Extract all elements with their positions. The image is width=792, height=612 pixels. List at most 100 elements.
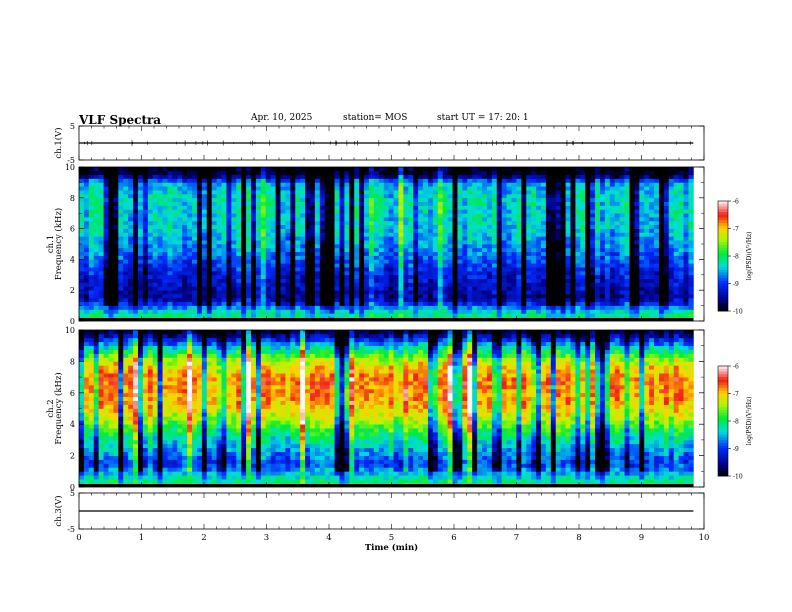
heatmap-cell: [624, 305, 630, 310]
heatmap-cell: [373, 240, 380, 245]
heatmap-cell: [629, 190, 635, 195]
heatmap-cell: [477, 301, 483, 306]
heatmap-cell: [442, 282, 448, 287]
heatmap-cell: [654, 186, 660, 191]
heatmap-cell: [349, 201, 355, 206]
heatmap-cell: [526, 182, 532, 187]
heatmap-cell: [388, 213, 394, 218]
heatmap-cell: [167, 278, 173, 283]
heatmap-cell: [550, 297, 557, 303]
heatmap-cell: [231, 228, 237, 233]
heatmap-cell: [580, 267, 586, 272]
heatmap-cell: [152, 244, 158, 249]
heatmap-cell: [408, 178, 414, 183]
heatmap-cell: [196, 290, 203, 295]
heatmap-cell: [290, 247, 296, 253]
heatmap-cell: [290, 186, 296, 191]
heatmap-cell: [206, 186, 213, 191]
heatmap-cell: [162, 274, 168, 279]
heatmap-cell: [172, 301, 178, 306]
heatmap-cell: [108, 244, 114, 249]
heatmap-cell: [162, 220, 168, 226]
heatmap-cell: [344, 309, 350, 314]
heatmap-cell: [393, 220, 399, 226]
heatmap-cell: [310, 282, 316, 287]
heatmap-cell: [511, 190, 517, 195]
heatmap-cell: [599, 170, 606, 176]
heatmap-cell: [604, 205, 611, 210]
heatmap-cell: [619, 267, 625, 272]
heatmap-cell: [639, 201, 645, 206]
heatmap-cell: [137, 236, 144, 241]
heatmap-cell: [177, 170, 183, 176]
heatmap-cell: [663, 197, 670, 202]
heatmap-cell: [275, 274, 281, 279]
heatmap-cell: [536, 240, 542, 245]
heatmap-cell: [624, 213, 630, 218]
heatmap-cell: [447, 309, 453, 314]
heatmap-cell: [128, 174, 134, 179]
heatmap-cell: [482, 251, 488, 256]
heatmap-cell: [368, 170, 375, 176]
heatmap-cell: [285, 282, 291, 287]
heatmap-cell: [128, 270, 134, 276]
heatmap-cell: [378, 255, 385, 260]
heatmap-cell: [570, 213, 576, 218]
heatmap-cell: [624, 244, 630, 249]
heatmap-cell: [467, 267, 473, 272]
heatmap-cell: [516, 232, 522, 237]
heatmap-cell: [275, 286, 281, 291]
heatmap-cell: [359, 228, 365, 233]
heatmap-cell: [452, 313, 458, 318]
heatmap-cell: [324, 205, 331, 210]
heatmap-cell: [314, 217, 321, 222]
heatmap-cell: [432, 297, 439, 303]
heatmap-cell: [531, 274, 537, 279]
heatmap-cell: [526, 224, 532, 229]
heatmap-cell: [172, 174, 178, 179]
heatmap-cell: [496, 244, 503, 249]
heatmap-cell: [192, 263, 198, 268]
heatmap-cell: [241, 236, 247, 241]
heatmap-cell: [457, 213, 463, 218]
heatmap-cell: [137, 286, 144, 291]
heatmap-cell: [103, 255, 109, 260]
heatmap-cell: [226, 263, 232, 268]
heatmap-cell: [437, 274, 444, 279]
heatmap-cell: [511, 301, 517, 306]
heatmap-cell: [108, 228, 114, 233]
heatmap-cell: [644, 290, 650, 295]
heatmap-cell: [157, 282, 163, 287]
heatmap-cell: [270, 294, 276, 299]
heatmap-cell: [457, 286, 463, 291]
heatmap-cell: [403, 240, 409, 245]
heatmap-cell: [147, 297, 154, 303]
heatmap-cell: [354, 236, 360, 241]
heatmap-cell: [649, 186, 655, 191]
heatmap-cell: [462, 278, 468, 283]
heatmap-cell: [467, 232, 473, 237]
heatmap-cell: [368, 182, 375, 187]
heatmap-cell: [201, 244, 208, 249]
heatmap-cell: [142, 270, 149, 276]
heatmap-cell: [368, 263, 375, 268]
heatmap-cell: [177, 251, 183, 256]
heatmap-cell: [496, 182, 503, 187]
heatmap-cell: [280, 290, 286, 295]
heatmap-cell: [339, 255, 345, 260]
heatmap-cell: [373, 193, 380, 199]
heatmap-cell: [550, 313, 557, 318]
heatmap-cell: [378, 290, 385, 295]
heatmap-cell: [329, 236, 335, 241]
heatmap-cell: [133, 224, 139, 229]
heatmap-cell: [349, 297, 355, 303]
heatmap-cell: [658, 297, 665, 303]
heatmap-cell: [516, 205, 522, 210]
heatmap-cell: [123, 232, 129, 237]
heatmap-cell: [295, 270, 301, 276]
heatmap-cell: [486, 201, 493, 206]
heatmap-cell: [359, 259, 365, 264]
heatmap-cell: [486, 167, 493, 172]
heatmap-cell: [663, 297, 670, 303]
heatmap-cell: [590, 205, 596, 210]
